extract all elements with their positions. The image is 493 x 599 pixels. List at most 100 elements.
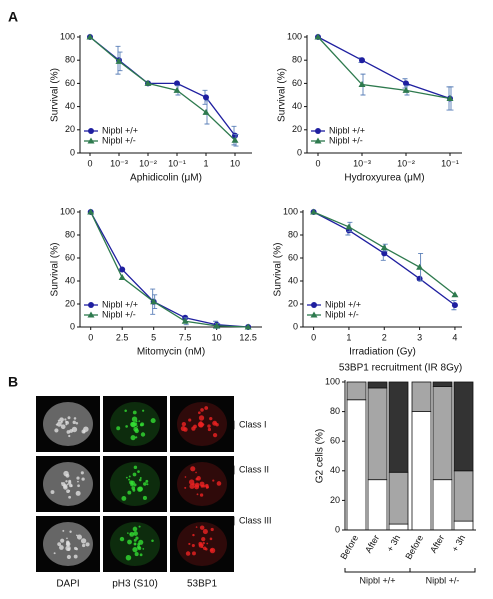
foci: [140, 432, 146, 437]
marker: [315, 128, 321, 134]
marker: [451, 291, 459, 298]
x-axis-label: Aphidicolin (μM): [130, 173, 202, 184]
bar-segment: [453, 520, 474, 531]
foci: [67, 416, 71, 420]
y-tick-label: 60: [292, 78, 302, 88]
foci: [150, 418, 156, 424]
y-tick-label: 20: [330, 495, 340, 505]
foci: [151, 539, 154, 543]
foci: [138, 478, 142, 482]
foci: [64, 418, 67, 421]
y-tick-label: 80: [65, 55, 75, 65]
y-axis-label: Survival (%): [273, 243, 284, 297]
x-tick-label: 2.5: [116, 332, 129, 342]
foci: [63, 470, 69, 477]
y-axis-label: Survival (%): [50, 68, 61, 122]
foci: [75, 547, 79, 551]
foci: [202, 484, 206, 488]
foci: [202, 528, 208, 535]
marker: [311, 302, 317, 308]
y-tick-label: 80: [65, 229, 75, 239]
x-tick-label: + 3h: [450, 533, 468, 553]
foci: [200, 408, 204, 412]
x-tick-label: 12.5: [239, 332, 257, 342]
y-tick-label: 100: [325, 376, 340, 386]
foci: [209, 417, 213, 421]
foci: [185, 551, 191, 556]
y-tick-label: 0: [297, 147, 302, 157]
legend-label: Class I: [239, 419, 267, 429]
foci: [195, 471, 197, 474]
foci: [77, 484, 80, 488]
x-tick-label: After: [428, 533, 446, 554]
foci: [130, 435, 136, 441]
foci: [59, 417, 64, 422]
y-tick-label: 0: [293, 321, 298, 331]
foci: [54, 428, 59, 433]
marker: [231, 136, 239, 143]
marker: [150, 298, 158, 305]
x-axis-label: Mitomycin (nM): [137, 347, 205, 358]
foci: [68, 490, 71, 492]
foci: [119, 536, 125, 542]
foci: [127, 539, 132, 545]
legend-label: Nipbl +/-: [102, 309, 136, 319]
foci: [75, 490, 81, 496]
foci: [133, 538, 137, 542]
x-tick-label: After: [363, 533, 381, 554]
foci: [188, 418, 192, 422]
foci: [198, 411, 201, 415]
marker: [310, 208, 318, 215]
foci: [81, 543, 86, 548]
marker: [358, 81, 366, 88]
foci: [145, 479, 149, 483]
foci: [57, 542, 62, 547]
foci: [65, 480, 68, 483]
foci: [135, 420, 138, 423]
foci: [138, 420, 141, 422]
marker: [345, 223, 353, 230]
series-line: [89, 36, 236, 141]
x-tick-label: 1: [346, 332, 351, 342]
foci: [214, 422, 217, 425]
foci: [192, 551, 196, 556]
foci: [137, 486, 143, 492]
y-tick-label: 100: [60, 206, 75, 216]
foci: [209, 537, 213, 541]
y-tick-label: 0: [70, 321, 75, 331]
bar-segment: [453, 381, 474, 472]
marker: [402, 86, 410, 93]
marker: [310, 311, 318, 318]
foci: [133, 426, 139, 432]
foci: [202, 541, 205, 545]
foci: [129, 533, 132, 536]
foci: [142, 548, 145, 550]
y-axis-label: G2 cells (%): [315, 429, 326, 483]
y-tick-label: 20: [288, 298, 298, 308]
bar-segment: [367, 387, 388, 481]
foci: [75, 421, 79, 425]
marker: [174, 80, 180, 87]
marker: [87, 311, 95, 318]
foci: [131, 416, 138, 422]
x-tick-label: 10: [212, 332, 222, 342]
marker: [380, 244, 388, 251]
series-line: [90, 211, 249, 328]
marker: [451, 302, 458, 309]
foci: [132, 410, 137, 415]
bar-segment: [432, 479, 453, 531]
marker: [314, 137, 322, 144]
foci: [188, 542, 191, 546]
y-tick-label: 100: [60, 31, 75, 41]
y-tick-label: 100: [283, 206, 298, 216]
foci: [184, 476, 187, 478]
foci: [60, 538, 65, 543]
foci: [72, 420, 76, 425]
foci: [129, 531, 135, 537]
marker: [144, 79, 152, 86]
foci: [53, 552, 56, 555]
marker: [181, 317, 189, 324]
foci: [125, 476, 128, 479]
foci: [131, 486, 136, 490]
panel-label: A: [8, 9, 18, 25]
